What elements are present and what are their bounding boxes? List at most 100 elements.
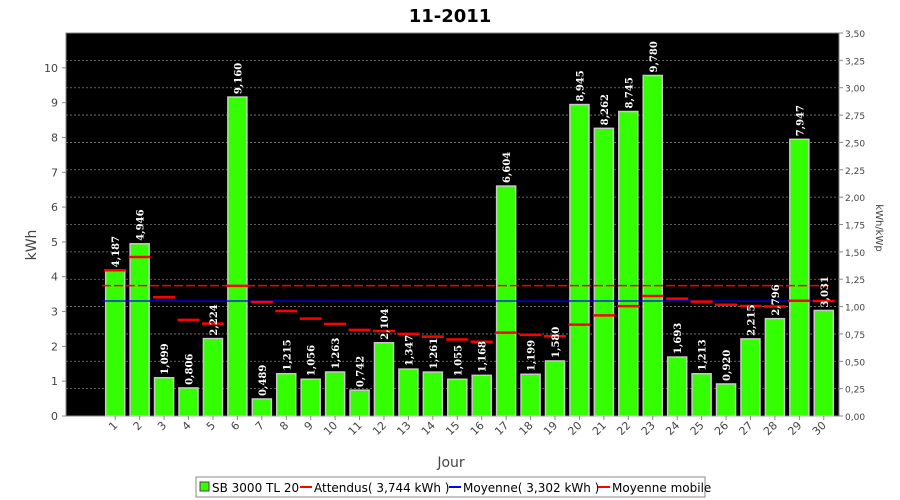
bar: [471, 374, 492, 417]
bar: [129, 243, 150, 417]
bar: [251, 398, 273, 417]
bar: [642, 74, 664, 417]
data-label: 1,261: [429, 338, 440, 369]
data-label: 2,215: [746, 305, 757, 336]
x-tick-label: 23: [639, 419, 658, 438]
data-label: 1,215: [282, 339, 293, 370]
legend-label-moving-average: Moyenne mobile: [612, 481, 711, 495]
bar: [691, 373, 712, 417]
y2-tick-label: 1,50: [845, 249, 865, 259]
bar: [618, 110, 639, 417]
x-tick-label: 25: [688, 419, 707, 438]
data-label: 9,160: [233, 63, 244, 94]
bar: [324, 371, 346, 417]
y2-tick-label: 0,00: [845, 413, 865, 423]
bar: [398, 368, 419, 417]
x-axis: 1 2 3 4 5 6 7 8 9 10 11 12 13 14 15 16 17 18 19 20 21 22 23 24 2…: [106, 416, 829, 438]
x-tick-label: 17: [492, 419, 511, 438]
data-label: 7,947: [795, 105, 806, 136]
y2-tick-label: 0,50: [845, 358, 865, 368]
data-label: 8,945: [575, 70, 586, 101]
x-tick-label: 20: [565, 419, 584, 438]
x-tick-label: 26: [712, 419, 731, 438]
y2-tick-label: 1,75: [845, 222, 865, 232]
data-label: 1,199: [527, 340, 538, 371]
x-tick-label: 28: [761, 419, 780, 438]
data-label: 2,796: [771, 284, 782, 315]
x-tick-label: 9: [302, 419, 316, 433]
x-tick-label: 12: [370, 419, 389, 438]
data-label: 0,920: [722, 350, 733, 381]
y2-tick-label: 1,25: [845, 276, 865, 286]
legend-label-average: Moyenne( 3,302 kWh ): [463, 481, 599, 495]
bar: [520, 373, 541, 417]
y2-tick-label: 2,25: [845, 167, 865, 177]
data-label: 3,031: [820, 276, 831, 307]
y-tick-label: 9: [51, 97, 58, 110]
data-label: 1,056: [307, 345, 318, 376]
bar: [373, 341, 395, 417]
bar: [764, 317, 786, 417]
x-tick-label: 3: [155, 419, 169, 433]
data-label: 1,168: [478, 341, 489, 372]
data-label: 8,745: [624, 77, 635, 108]
data-label: 0,489: [258, 365, 269, 396]
y2-tick-label: 2,00: [845, 194, 865, 204]
x-tick-label: 13: [394, 419, 413, 438]
bar: [422, 371, 444, 417]
bars: [104, 74, 835, 417]
y-tick-label: 6: [51, 201, 58, 214]
bar: [178, 387, 199, 417]
data-label: 6,604: [502, 152, 513, 183]
bar: [715, 383, 737, 417]
data-label: 4,187: [111, 236, 122, 267]
moving-average-marks: [104, 255, 835, 343]
bar: [813, 309, 835, 417]
x-tick-label: 10: [321, 419, 340, 438]
bar: [227, 96, 248, 417]
y2-tick-label: 3,25: [845, 57, 865, 67]
x-tick-label: 11: [346, 419, 365, 438]
x-tick-label: 21: [590, 419, 609, 438]
bar: [104, 269, 126, 417]
data-label: 9,780: [649, 41, 660, 72]
y-tick-label: 2: [51, 340, 58, 353]
data-label: 0,806: [185, 354, 196, 385]
legend-label-expected: Attendus( 3,744 kWh ): [314, 481, 449, 495]
data-label: 1,213: [698, 339, 709, 370]
bar: [789, 138, 810, 417]
bar: [202, 337, 224, 417]
y-axis-left: 0 1 2 3 4 5 6 7 8 9 10: [44, 62, 66, 423]
x-tick-label: 14: [419, 419, 438, 438]
y-axis-right: 0,00 0,25 0,50 0,75 1,00 1,25 1,50 1,75 2,00 2,25…: [839, 30, 865, 423]
data-label: 2,104: [380, 308, 391, 339]
y2-tick-label: 0,75: [845, 331, 865, 341]
x-tick-label: 1: [106, 419, 120, 433]
x-tick-label: 8: [277, 419, 291, 433]
legend: SB 3000 TL 20 Attendus( 3,744 kWh ) Moye…: [195, 476, 711, 498]
bar: [569, 103, 590, 417]
y2-axis-title: kWh/kWp: [873, 204, 884, 251]
bar: [275, 372, 297, 417]
y-tick-label: 0: [51, 410, 58, 423]
x-tick-label: 19: [541, 419, 560, 438]
bar: [593, 127, 615, 417]
data-label: 1,263: [331, 338, 342, 369]
x-tick-label: 29: [785, 419, 804, 438]
x-tick-label: 16: [468, 419, 487, 438]
bar: [666, 356, 688, 417]
data-label: 8,262: [600, 94, 611, 125]
y-tick-label: 3: [51, 306, 58, 319]
data-label: 0,742: [356, 356, 367, 387]
x-tick-label: 22: [614, 419, 633, 438]
x-tick-label: 27: [737, 419, 756, 438]
y-tick-label: 10: [44, 62, 58, 75]
y2-tick-label: 3,50: [845, 30, 865, 40]
data-labels: 4,187 4,946 1,099 0,806 2,224 9,160 0,489 1,215…: [111, 41, 831, 396]
y2-tick-label: 3,00: [845, 85, 865, 95]
y-tick-label: 4: [51, 271, 58, 284]
x-tick-label: 5: [204, 419, 218, 433]
bar: [300, 378, 321, 417]
y-tick-label: 7: [51, 166, 58, 179]
